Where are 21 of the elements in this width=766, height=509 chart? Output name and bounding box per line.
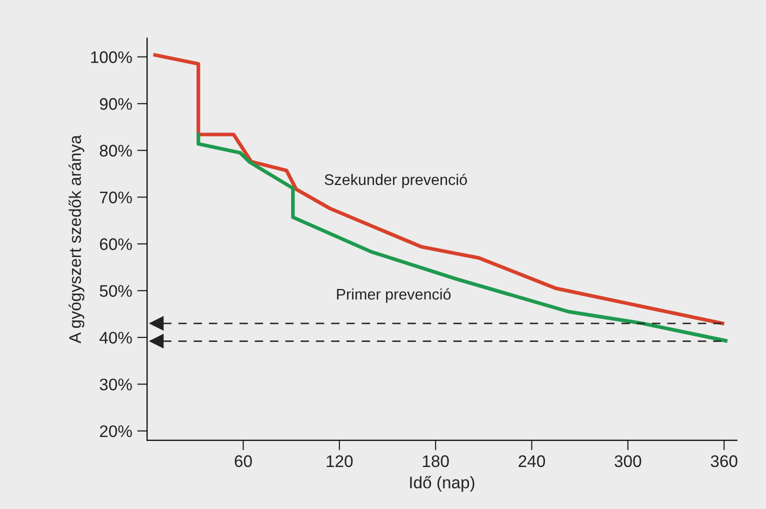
y-tick-label: 80% xyxy=(100,144,132,157)
y-tick-label: 90% xyxy=(100,98,132,110)
x-tick-label: 240 xyxy=(518,455,545,468)
x-tick-label: 180 xyxy=(422,455,449,468)
series-label: Primer prevenció xyxy=(337,288,451,303)
x-tick-label: 60 xyxy=(234,455,252,468)
y-axis-title: A gyógyszert szedők aránya xyxy=(68,135,84,344)
y-tick-label: 30% xyxy=(100,378,132,390)
line-series xyxy=(196,132,728,342)
x-tick-label: 120 xyxy=(326,455,353,468)
y-tick-label: 100% xyxy=(91,51,132,64)
x-tick-label: 300 xyxy=(614,455,642,468)
y-tick-label: 40% xyxy=(100,332,132,344)
y-tick-label: 70% xyxy=(100,192,132,204)
y-tick-label: 50% xyxy=(100,285,132,297)
x-axis-title: Idő (nap) xyxy=(410,476,474,492)
series-label: Szekunder prevenció xyxy=(324,174,467,188)
x-tick-label: 360 xyxy=(710,455,738,468)
line-series xyxy=(153,53,724,326)
y-tick-label: 20% xyxy=(100,425,132,438)
y-tick-label: 60% xyxy=(100,238,132,250)
